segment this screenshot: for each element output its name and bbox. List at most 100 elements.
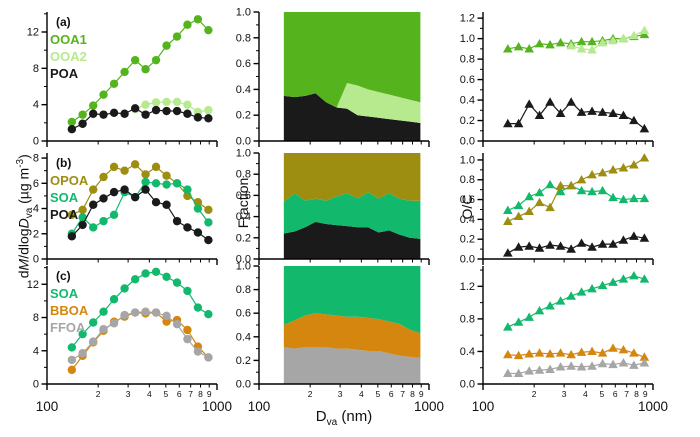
triangle-marker bbox=[587, 361, 597, 370]
circle-marker bbox=[183, 325, 192, 335]
circle-marker bbox=[78, 351, 87, 360]
circle-marker bbox=[120, 109, 129, 118]
triangle-marker bbox=[566, 180, 576, 190]
triangle-marker bbox=[566, 349, 576, 359]
circle-marker bbox=[109, 79, 119, 88]
circle-marker bbox=[141, 170, 150, 179]
triangle-marker bbox=[576, 174, 587, 184]
x-minor-tick-label: 9 bbox=[419, 389, 424, 399]
triangle-marker bbox=[555, 37, 566, 47]
x-minor-tick-label: 5 bbox=[599, 389, 604, 399]
triangle-marker bbox=[513, 42, 524, 51]
triangle-marker bbox=[555, 362, 566, 371]
x-minor-tick-label: 9 bbox=[207, 389, 212, 399]
triangle-marker bbox=[608, 165, 618, 174]
circle-marker bbox=[141, 100, 150, 109]
area-ffoa bbox=[283, 347, 421, 384]
triangle-marker bbox=[639, 352, 650, 361]
circle-marker bbox=[78, 119, 87, 128]
y-tick-label: 1.0 bbox=[236, 261, 251, 273]
panel-letter-b_mass: (b) bbox=[56, 156, 72, 170]
triangle-marker bbox=[618, 358, 629, 367]
series-soa bbox=[67, 177, 213, 238]
oc-axis-title: O/C bbox=[459, 194, 475, 220]
panel-letter-c_mass: (c) bbox=[56, 269, 71, 283]
area-soa bbox=[283, 266, 421, 334]
legend-opoa: OPOA bbox=[50, 173, 89, 188]
circle-marker bbox=[193, 113, 203, 122]
triangle-marker bbox=[524, 99, 535, 108]
circle-marker bbox=[151, 162, 161, 172]
triangle-marker bbox=[524, 366, 535, 375]
circle-marker bbox=[130, 55, 140, 65]
circle-marker bbox=[99, 326, 108, 336]
triangle-marker bbox=[618, 345, 629, 354]
triangle-marker bbox=[576, 36, 587, 46]
circle-marker bbox=[151, 55, 161, 65]
area-opoa bbox=[283, 153, 421, 202]
series-opoa bbox=[67, 160, 213, 220]
triangle-marker bbox=[566, 40, 576, 50]
triangle-marker bbox=[534, 38, 545, 48]
circle-marker bbox=[67, 124, 77, 134]
triangle-marker bbox=[534, 187, 545, 197]
circle-marker bbox=[183, 191, 192, 201]
triangle-marker bbox=[524, 312, 535, 321]
triangle-marker bbox=[639, 25, 650, 35]
x-minor-tick-label: 5 bbox=[375, 389, 380, 399]
circle-marker bbox=[141, 309, 150, 318]
circle-marker bbox=[130, 160, 140, 169]
circle-marker bbox=[141, 185, 150, 194]
y-tick-label: 0.0 bbox=[460, 136, 475, 148]
circle-marker bbox=[120, 166, 129, 175]
x-minor-tick-label: 8 bbox=[634, 389, 639, 399]
triangle-marker bbox=[524, 44, 535, 53]
circle-marker bbox=[67, 343, 77, 352]
triangle-marker bbox=[618, 274, 629, 283]
triangle-marker bbox=[555, 241, 566, 250]
circle-marker bbox=[204, 205, 213, 214]
series-ooa2 bbox=[130, 97, 213, 117]
circle-marker bbox=[162, 317, 171, 326]
axes: 0.0 0.4 0.8 1.2 2 3 4 5 6 7 8 9 100 1000 bbox=[460, 266, 668, 414]
circle-marker bbox=[172, 179, 182, 188]
area-poa bbox=[283, 93, 421, 141]
triangle-marker bbox=[576, 238, 587, 247]
circle-marker bbox=[78, 220, 87, 230]
circle-marker bbox=[204, 309, 213, 319]
series-ooa2 bbox=[566, 25, 650, 54]
triangle-marker bbox=[576, 185, 587, 195]
circle-marker bbox=[162, 41, 171, 50]
series-ooa1 bbox=[67, 15, 213, 127]
triangle-marker bbox=[566, 38, 576, 48]
x-minor-tick-label: 7 bbox=[400, 389, 405, 399]
series-soa bbox=[503, 270, 650, 331]
triangle-marker bbox=[639, 274, 650, 283]
triangle-marker bbox=[629, 193, 639, 203]
triangle-marker bbox=[587, 36, 597, 46]
circle-marker bbox=[109, 319, 119, 328]
triangle-marker bbox=[597, 37, 608, 47]
y-tick-label: 0.4 bbox=[236, 331, 251, 343]
y-tick-label: 0.6 bbox=[236, 308, 251, 320]
triangle-marker bbox=[513, 242, 524, 251]
series-soa bbox=[67, 267, 213, 352]
y-tick-label: 0.8 bbox=[236, 32, 251, 44]
y-tick-label: 0.2 bbox=[460, 115, 475, 127]
triangle-marker bbox=[503, 349, 513, 359]
area-soa bbox=[283, 192, 421, 239]
triangle-marker bbox=[555, 186, 566, 196]
triangle-marker bbox=[618, 33, 629, 43]
triangle-marker bbox=[503, 44, 513, 53]
triangle-marker bbox=[629, 360, 639, 369]
triangle-marker bbox=[534, 110, 545, 120]
circle-marker bbox=[130, 308, 140, 317]
circle-marker bbox=[130, 105, 140, 114]
series-opoa bbox=[503, 153, 650, 225]
circle-marker bbox=[193, 107, 203, 117]
circle-marker bbox=[99, 90, 108, 99]
